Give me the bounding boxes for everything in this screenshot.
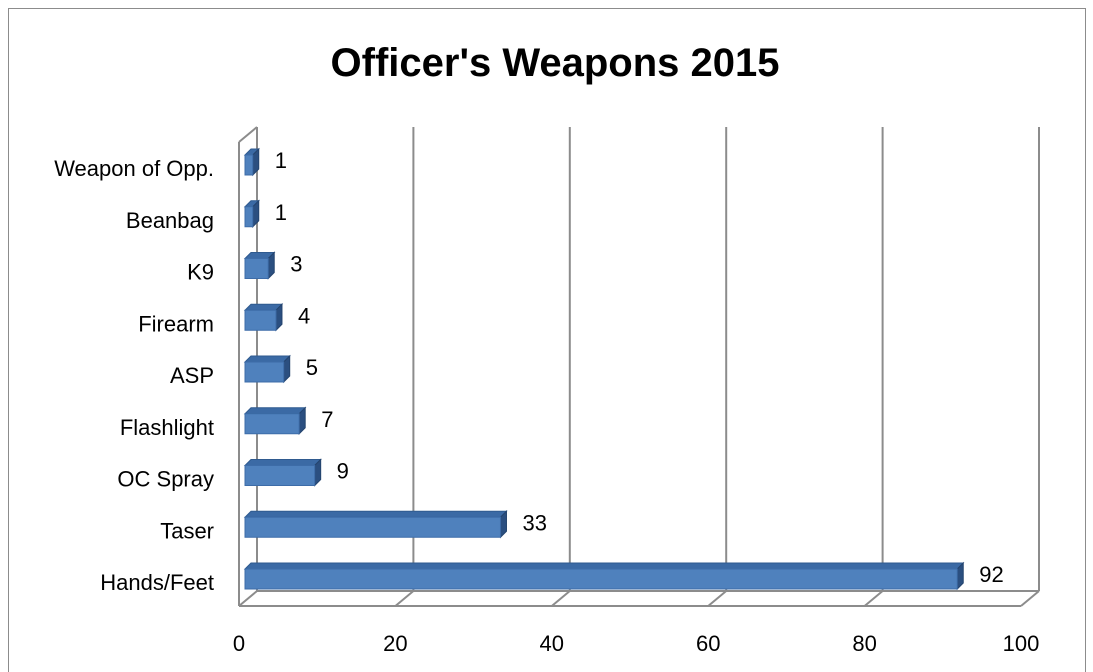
bar: [244, 206, 254, 228]
data-label: 9: [337, 459, 349, 484]
category-label: Hands/Feet: [100, 570, 214, 595]
floor-gridline: [238, 590, 258, 607]
bar: [244, 568, 958, 590]
x-tick-label: 0: [233, 631, 245, 656]
category-label: Firearm: [138, 311, 214, 336]
bar: [244, 258, 269, 279]
data-label: 92: [979, 562, 1003, 587]
data-label: 1: [275, 200, 287, 225]
plot-area: 0 20 40 60 80 100 1 Weapon of Opp. 1 Beanbag 3 K9 4 F…: [54, 126, 1040, 656]
axis-wall-top: [238, 126, 258, 143]
bar: [244, 413, 300, 435]
x-tick-label: 80: [852, 631, 876, 656]
bar: [244, 361, 285, 383]
data-label: 33: [522, 510, 546, 535]
x-tick-label: 60: [696, 631, 720, 656]
chart-frame: [8, 8, 1086, 672]
floor-gridline: [394, 590, 415, 607]
x-tick-label: 40: [540, 631, 564, 656]
floor-gridline: [1020, 590, 1040, 607]
floor-gridline: [863, 590, 884, 607]
data-label: 5: [306, 355, 318, 380]
bar-top-face: [243, 562, 965, 570]
category-label: Flashlight: [120, 415, 214, 440]
bar: [244, 309, 277, 331]
category-label: ASP: [170, 363, 214, 388]
bar: [244, 154, 254, 176]
bar-top-face: [243, 510, 508, 518]
category-label: Beanbag: [126, 208, 214, 233]
data-label: 1: [275, 148, 287, 173]
data-label: 3: [290, 252, 302, 277]
category-label: K9: [187, 260, 214, 285]
bar: [244, 465, 316, 486]
floor-gridline: [551, 590, 571, 607]
data-label: 7: [321, 407, 333, 432]
bar-top-face: [243, 407, 307, 415]
data-label: 4: [298, 303, 310, 328]
category-label: Taser: [160, 518, 214, 543]
bar-top-face: [243, 355, 291, 363]
chart-title: Officer's Weapons 2015: [331, 41, 780, 85]
floor-gridline: [707, 590, 727, 607]
x-tick-label: 20: [383, 631, 407, 656]
bar: [244, 516, 501, 538]
category-label: OC Spray: [117, 467, 214, 492]
x-tick-label: 100: [1003, 631, 1040, 656]
bar-top-face: [243, 459, 322, 466]
category-label: Weapon of Opp.: [54, 156, 214, 181]
